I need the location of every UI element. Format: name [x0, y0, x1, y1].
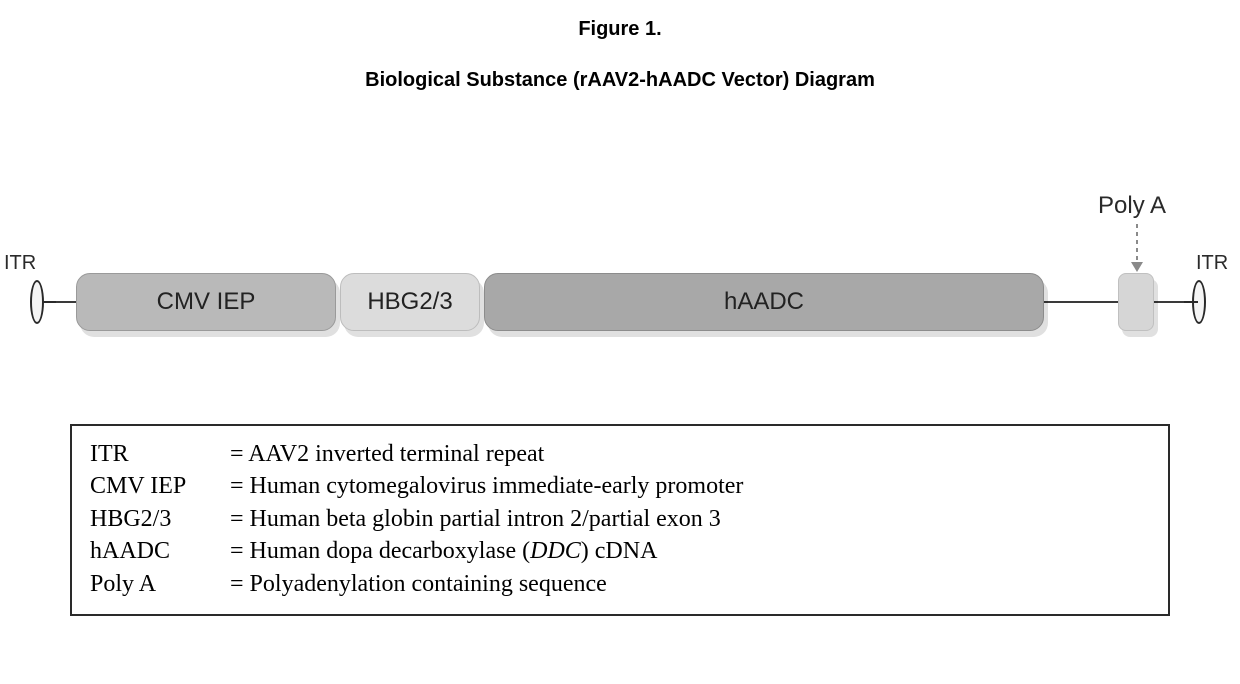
legend-term: HBG2/3 — [90, 503, 230, 535]
legend-term: Poly A — [90, 568, 230, 600]
segment-label-cmv-iep: CMV IEP — [157, 288, 256, 316]
segment-hbg23: HBG2/3 — [340, 273, 480, 331]
legend-definition: Human dopa decarboxylase (DDC) cDNA — [230, 535, 657, 567]
arrow-down-icon — [1136, 224, 1138, 270]
segment-label-hbg23: HBG2/3 — [367, 288, 452, 316]
legend-box: ITRAAV2 inverted terminal repeatCMV IEPH… — [70, 424, 1170, 616]
legend-term: CMV IEP — [90, 470, 230, 502]
segment-polya — [1118, 273, 1154, 331]
legend-row: CMV IEPHuman cytomegalovirus immediate-e… — [90, 470, 1150, 502]
legend-definition: Polyadenylation containing sequence — [230, 568, 607, 600]
backbone-connector — [1044, 301, 1118, 303]
legend-italic: DDC — [530, 538, 581, 564]
itr-label: ITR — [4, 252, 36, 275]
backbone-connector — [56, 301, 76, 303]
legend-row: hAADCHuman dopa decarboxylase (DDC) cDNA — [90, 535, 1150, 567]
legend-term: hAADC — [90, 535, 230, 567]
segment-label-haadc: hAADC — [724, 288, 804, 316]
itr-stem — [42, 301, 56, 303]
itr-marker — [30, 280, 48, 324]
figure-title: Figure 1. — [0, 18, 1240, 41]
legend-row: Poly APolyadenylation containing sequenc… — [90, 568, 1150, 600]
legend-definition: AAV2 inverted terminal repeat — [230, 438, 544, 470]
itr-marker — [1192, 280, 1210, 324]
vector-diagram: CMV IEP HBG2/3 hAADC ITR ITR Poly A — [0, 152, 1240, 412]
legend-row: HBG2/3Human beta globin partial intron 2… — [90, 503, 1150, 535]
legend-definition: Human cytomegalovirus immediate-early pr… — [230, 470, 743, 502]
segment-haadc: hAADC — [484, 273, 1044, 331]
itr-stem — [1184, 301, 1198, 303]
itr-label: ITR — [1196, 252, 1228, 275]
legend-row: ITRAAV2 inverted terminal repeat — [90, 438, 1150, 470]
legend-term: ITR — [90, 438, 230, 470]
figure-subtitle: Biological Substance (rAAV2-hAADC Vector… — [0, 69, 1240, 92]
segment-cmv-iep: CMV IEP — [76, 273, 336, 331]
polya-callout-label: Poly A — [1098, 192, 1166, 220]
legend-definition: Human beta globin partial intron 2/parti… — [230, 503, 721, 535]
